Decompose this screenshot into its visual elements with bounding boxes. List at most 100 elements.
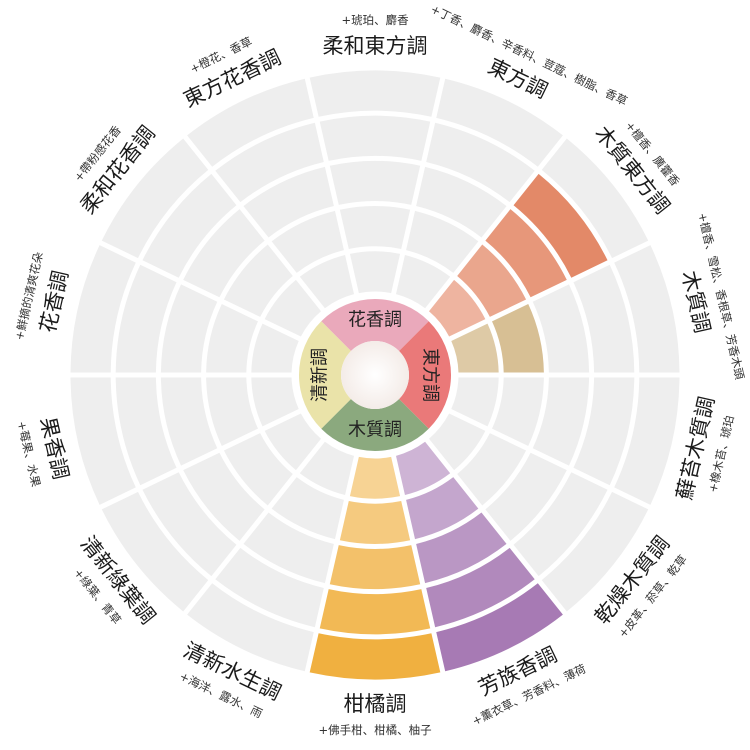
empty-cell (115, 377, 177, 486)
core-label: 木質調 (348, 420, 402, 441)
empty-cell (485, 452, 567, 541)
empty-cell (428, 413, 486, 471)
core-label: 花香調 (348, 310, 402, 331)
empty-cell (532, 377, 590, 466)
empty-cell (541, 138, 649, 259)
empty-cell (329, 160, 421, 205)
family-label: 柑橘調 (344, 692, 407, 716)
bar-segment (406, 477, 479, 540)
family-name: 果香調 (36, 415, 73, 482)
bar-segment (513, 173, 608, 278)
empty-cell (183, 209, 265, 298)
empty-cell (70, 245, 136, 373)
empty-cell (243, 512, 334, 584)
empty-cell (406, 210, 479, 273)
core-label-group: 清新調 (310, 348, 331, 402)
empty-cell (251, 323, 299, 373)
empty-cell (319, 115, 431, 161)
empty-cell (187, 78, 314, 167)
core-label-group: 東方調 (420, 348, 441, 402)
empty-cell (513, 472, 608, 577)
empty-cell (115, 264, 177, 373)
empty-cell (349, 251, 401, 294)
empty-cell (396, 254, 451, 309)
empty-cell (614, 245, 680, 373)
family-note-label: +佛手柑、柑橘、柚子 (318, 723, 431, 737)
family-name: 木質調 (677, 268, 714, 335)
core-label-group: 木質調 (348, 420, 402, 441)
bar-segment (329, 545, 421, 590)
core-segment (399, 321, 452, 429)
empty-cell (183, 452, 265, 541)
family-note: +佛手柑、柑橘、柚子 (318, 723, 431, 737)
empty-cell (436, 78, 563, 167)
bar-segment (436, 583, 563, 672)
core-label-group: 花香調 (348, 310, 402, 331)
empty-cell (223, 244, 293, 317)
empty-cell (215, 547, 324, 628)
empty-cell (70, 377, 136, 505)
empty-cell (573, 264, 635, 373)
family-label: 花香調 (36, 268, 73, 335)
empty-cell (614, 377, 680, 505)
empty-cell (271, 477, 344, 540)
empty-cell (187, 583, 314, 672)
empty-cell (532, 284, 590, 373)
empty-cell (243, 166, 334, 238)
bar-segment (426, 547, 535, 628)
empty-cell (426, 122, 535, 203)
empty-cell (160, 284, 218, 373)
empty-cell (451, 377, 499, 427)
bar-segment (339, 501, 411, 544)
bar-segment (451, 323, 499, 373)
family-note-label: +琥珀、麝香 (341, 13, 409, 27)
empty-cell (206, 377, 258, 447)
empty-cell (160, 377, 218, 466)
bar-segment (428, 279, 486, 337)
empty-cell (206, 303, 258, 373)
empty-cell (142, 173, 237, 278)
empty-cell (339, 206, 411, 249)
bar-segment (309, 633, 441, 680)
family-label: 柔和東方調 (323, 34, 428, 58)
empty-cell (299, 254, 354, 309)
core-segment (299, 321, 351, 429)
family-label: 木質調 (677, 268, 714, 335)
empty-cell (264, 413, 322, 471)
empty-cell (101, 491, 209, 612)
wheel-labels: 柔和東方調+琥珀、麝香東方調+丁香、麝香、辛香料、荳蔻、樹脂、香草木質東方調+檀… (12, 2, 747, 737)
bar-segment (492, 303, 544, 373)
bar-segment (396, 441, 451, 496)
family-label: 果香調 (36, 415, 73, 482)
bar-segment (349, 456, 401, 499)
empty-cell (142, 472, 237, 577)
empty-cell (251, 377, 299, 427)
empty-cell (541, 491, 649, 612)
core-segment (321, 299, 429, 351)
family-name: 花香調 (36, 268, 73, 335)
family-name: 柔和東方調 (323, 34, 428, 58)
empty-cell (215, 122, 324, 203)
bar-segment (319, 589, 431, 635)
core-label: 東方調 (420, 348, 441, 402)
bar-segment (416, 512, 507, 584)
empty-cell (101, 138, 209, 259)
empty-cell (416, 166, 507, 238)
empty-cell (223, 433, 293, 506)
family-note: +琥珀、麝香 (341, 13, 409, 27)
core-label: 清新調 (310, 348, 331, 402)
empty-cell (309, 70, 441, 117)
wheel-background (70, 70, 680, 672)
family-name: 柑橘調 (344, 692, 407, 716)
empty-cell (271, 210, 344, 273)
bar-segment (485, 209, 567, 298)
empty-cell (492, 377, 544, 447)
empty-cell (299, 441, 354, 496)
empty-cell (457, 433, 527, 506)
bar-segment (457, 244, 527, 317)
wheel-bars (309, 173, 608, 680)
wheel-center (341, 341, 409, 409)
empty-cell (264, 279, 322, 337)
